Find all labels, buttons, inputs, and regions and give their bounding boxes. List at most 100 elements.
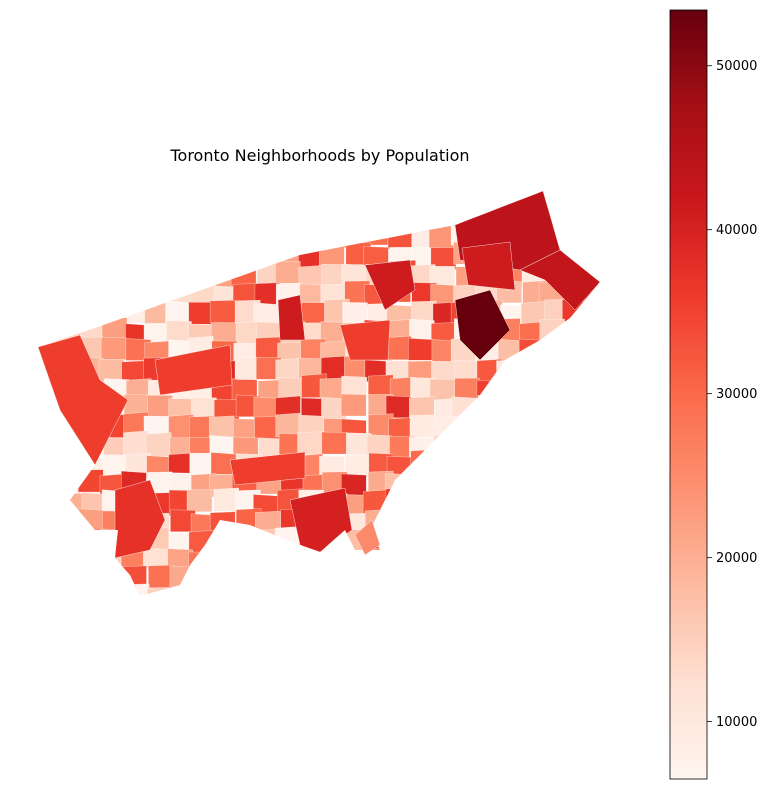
neighborhood-region	[564, 546, 591, 570]
neighborhood-region	[408, 511, 434, 535]
neighborhood-region	[38, 526, 65, 551]
neighborhood-region	[542, 413, 568, 436]
neighborhood-region	[588, 451, 600, 474]
neighborhood-region	[60, 569, 86, 592]
neighborhood-region	[560, 489, 587, 514]
neighborhood-region	[232, 589, 259, 596]
neighborhood-region	[280, 191, 306, 212]
neighborhood-region	[189, 191, 215, 213]
neighborhood-region	[518, 435, 544, 458]
neighborhood-region	[98, 359, 125, 382]
neighborhood-region	[429, 191, 455, 208]
neighborhood-region	[212, 529, 239, 554]
neighborhood-region	[213, 570, 239, 594]
neighborhood-region	[495, 431, 521, 455]
neighborhood-region	[430, 247, 457, 270]
neighborhood-region	[411, 588, 438, 596]
neighborhood-region	[587, 432, 600, 455]
neighborhood-region	[59, 191, 85, 209]
neighborhood-region	[431, 471, 458, 495]
neighborhood-region	[362, 489, 389, 514]
neighborhood-region	[544, 545, 570, 570]
neighborhood-region	[385, 487, 411, 512]
neighborhood-region	[78, 226, 104, 249]
neighborhood-region	[38, 207, 61, 231]
neighborhood-region	[410, 208, 436, 232]
neighborhood-region	[478, 454, 505, 477]
neighborhood-region	[346, 191, 372, 210]
neighborhood-region	[560, 453, 587, 478]
neighborhood-region	[188, 551, 214, 575]
neighborhood-region	[588, 532, 600, 555]
neighborhood-region	[38, 472, 62, 495]
neighborhood-region	[451, 588, 477, 596]
neighborhood-region	[299, 191, 325, 212]
neighborhood-region	[540, 527, 567, 550]
neighborhood-region	[300, 547, 327, 573]
neighborhood-region	[257, 205, 284, 230]
neighborhood-region	[275, 224, 301, 247]
neighborhood-region	[234, 357, 261, 381]
neighborhood-region	[38, 435, 62, 459]
neighborhood-region	[477, 568, 504, 592]
neighborhood-region	[583, 474, 600, 499]
neighborhood-region	[478, 585, 504, 596]
neighborhood-region	[430, 508, 456, 531]
neighborhood-region	[452, 509, 478, 532]
colorbar-gradient	[669, 9, 708, 780]
neighborhood-region	[82, 585, 108, 596]
neighborhood-region	[165, 243, 191, 266]
neighborhood-region	[55, 437, 81, 460]
neighborhood-region	[60, 283, 86, 308]
neighborhood-region	[517, 528, 544, 552]
neighborhood-region	[257, 191, 283, 211]
neighborhood-region	[80, 285, 107, 308]
neighborhood-region	[123, 430, 149, 455]
neighborhood-region	[147, 191, 173, 208]
neighborhood-region	[409, 318, 435, 342]
neighborhood-region	[101, 191, 128, 209]
neighborhood-region	[213, 242, 239, 267]
neighborhood-region	[564, 475, 590, 498]
neighborhood-region	[38, 300, 61, 325]
neighborhood-region	[123, 583, 150, 596]
neighborhood-region	[497, 473, 524, 497]
neighborhood-region	[431, 528, 457, 552]
neighborhood-region	[408, 338, 434, 361]
neighborhood-region	[170, 263, 196, 286]
neighborhood-region	[169, 565, 196, 589]
neighborhood-region	[495, 584, 521, 596]
neighborhood-region	[410, 449, 436, 474]
neighborhood-region	[496, 360, 522, 383]
neighborhood-region	[476, 492, 502, 515]
neighborhood-region	[542, 358, 569, 381]
neighborhood-region	[565, 392, 591, 417]
neighborhood-region	[38, 455, 60, 479]
neighborhood-region	[362, 222, 389, 246]
neighborhood-region	[144, 204, 171, 228]
neighborhood-region	[561, 529, 587, 554]
neighborhood-region	[256, 585, 282, 596]
neighborhood-region	[451, 396, 477, 419]
neighborhood-region	[38, 319, 64, 342]
neighborhood-region	[539, 473, 565, 496]
neighborhood-region	[584, 226, 600, 250]
neighborhood-region	[584, 245, 600, 268]
neighborhood-region	[233, 527, 259, 552]
neighborhood-region	[186, 489, 213, 512]
neighborhood-region	[495, 527, 521, 552]
neighborhood-region	[297, 431, 323, 455]
neighborhood-region	[81, 205, 108, 229]
neighborhood-region	[320, 204, 347, 227]
neighborhood-region	[499, 392, 525, 417]
neighborhood-region	[38, 507, 60, 532]
neighborhood-region	[566, 323, 592, 346]
neighborhood-region	[104, 204, 131, 227]
neighborhood-region	[101, 337, 127, 360]
neighborhood-region	[101, 243, 128, 266]
neighborhood-region	[494, 416, 521, 441]
neighborhood-region	[387, 226, 414, 249]
neighborhood-region	[583, 208, 600, 232]
neighborhood-region	[434, 550, 460, 573]
neighborhood-region	[321, 191, 348, 209]
